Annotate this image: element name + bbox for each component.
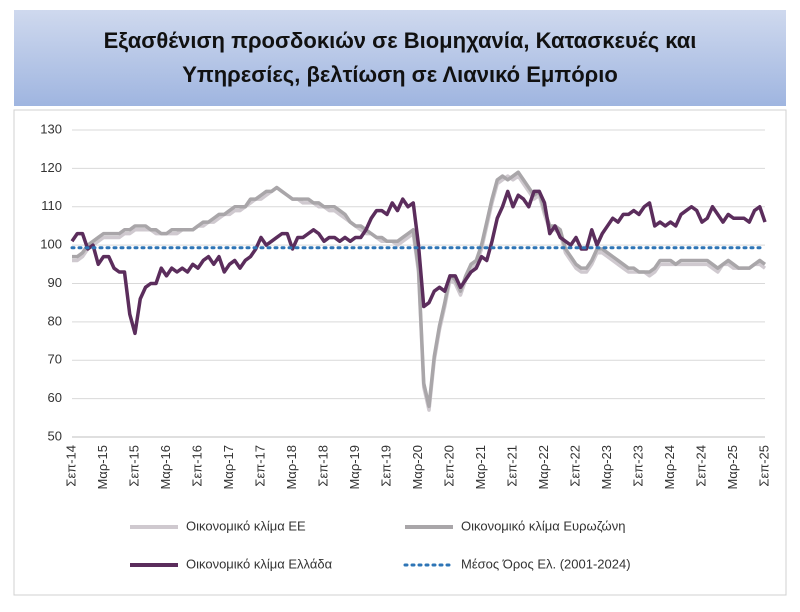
y-tick-label: 110 <box>41 198 62 213</box>
y-tick-label: 90 <box>48 275 62 290</box>
x-tick-label: Σεπ-19 <box>378 445 393 487</box>
x-tick-label: Σεπ-16 <box>189 445 204 487</box>
x-tick-label: Μαρ-16 <box>158 445 173 490</box>
x-tick-label: Μαρ-19 <box>347 445 362 490</box>
legend-label: Οικονομικό κλίμα Ευρωζώνη <box>461 518 625 533</box>
x-tick-label: Μαρ-22 <box>536 445 551 490</box>
x-tick-label: Σεπ-17 <box>252 445 267 487</box>
y-tick-label: 70 <box>48 352 62 367</box>
x-tick-label: Σεπ-23 <box>630 445 645 487</box>
x-tick-label: Μαρ-24 <box>662 445 677 490</box>
x-tick-label: Σεπ-24 <box>693 445 708 487</box>
chart-title: Εξασθένιση προσδοκιών σε Βιομηχανία, Κατ… <box>103 28 697 87</box>
x-tick-label: Σεπ-15 <box>126 445 141 487</box>
legend-label: Οικονομικό κλίμα ΕΕ <box>186 518 306 533</box>
y-tick-label: 100 <box>40 237 62 252</box>
x-tick-label: Σεπ-18 <box>315 445 330 487</box>
title-box: Εξασθένιση προσδοκιών σε Βιομηχανία, Κατ… <box>14 10 786 106</box>
x-tick-label: Μαρ-25 <box>725 445 740 490</box>
y-tick-label: 80 <box>48 313 62 328</box>
x-tick-label: Μαρ-23 <box>599 445 614 490</box>
series-line <box>70 189 767 336</box>
y-tick-label: 60 <box>48 390 62 405</box>
x-tick-label: Μαρ-15 <box>95 445 110 490</box>
y-tick-label: 130 <box>40 121 62 136</box>
x-tick-label: Μαρ-20 <box>410 445 425 490</box>
x-tick-label: Μαρ-21 <box>473 445 488 490</box>
y-tick-label: 50 <box>48 428 62 443</box>
x-tick-label: Μαρ-18 <box>284 445 299 490</box>
chart-frame <box>13 109 787 596</box>
x-tick-label: Μαρ-17 <box>221 445 236 490</box>
legend-label: Μέσος Όρος Ελ. (2001-2024) <box>461 556 631 571</box>
x-tick-label: Σεπ-20 <box>441 445 456 487</box>
legend-label: Οικονομικό κλίμα Ελλάδα <box>186 556 333 571</box>
y-tick-label: 120 <box>40 160 62 175</box>
x-tick-label: Σεπ-14 <box>63 445 78 487</box>
x-tick-label: Σεπ-22 <box>567 445 582 487</box>
series-line <box>72 170 767 409</box>
x-tick-label: Σεπ-25 <box>756 445 771 487</box>
x-tick-label: Σεπ-21 <box>504 445 519 487</box>
